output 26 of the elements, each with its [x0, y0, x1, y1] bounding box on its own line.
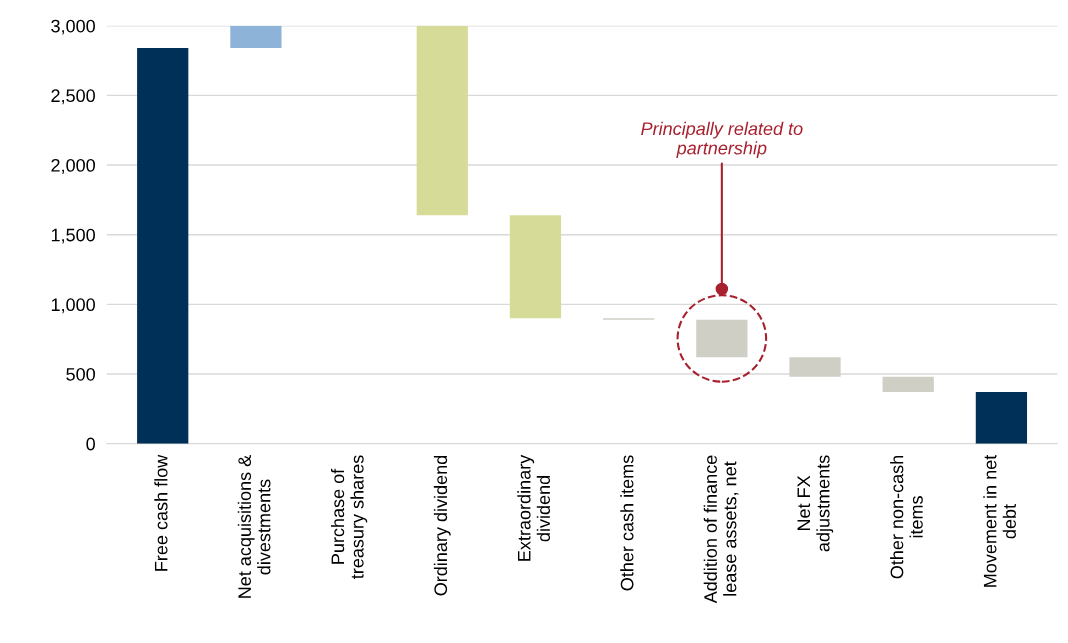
bar — [789, 357, 841, 377]
bar — [696, 319, 748, 358]
x-tick-label: Free cash flow — [154, 454, 168, 571]
annotation: Principally related to partnership — [641, 121, 803, 159]
x-tick-label: Purchase of treasury shares — [330, 455, 368, 579]
x-tick-label: Net FX adjustments — [797, 455, 834, 552]
bar — [509, 215, 562, 319]
x-tick-label: Other cash items — [620, 455, 634, 591]
bar — [137, 48, 189, 444]
y-tick-label: 1,500 — [51, 228, 95, 244]
bar — [882, 376, 934, 393]
y-tick-label: 0 — [86, 437, 95, 451]
y-tick-label: 2,000 — [51, 158, 95, 174]
y-tick-label: 3,000 — [51, 19, 95, 35]
x-tick-label: Movement in net debt — [983, 454, 1016, 587]
bar — [230, 25, 282, 49]
x-tick-label: Net acquisitions & divestments — [237, 455, 271, 598]
y-tick-label: 2,500 — [51, 89, 95, 105]
bar — [416, 25, 468, 216]
x-tick-label: Ordinary dividend — [433, 455, 451, 596]
x-tick-label: Other non-cash items — [890, 455, 923, 579]
y-tick-label: 1,000 — [51, 298, 95, 314]
x-tick-label: Addition of finance lease assets, net — [703, 455, 739, 604]
bar — [975, 392, 1028, 444]
y-tick-label: 500 — [66, 367, 95, 381]
x-tick-label: Extraordinary dividend — [517, 454, 551, 561]
